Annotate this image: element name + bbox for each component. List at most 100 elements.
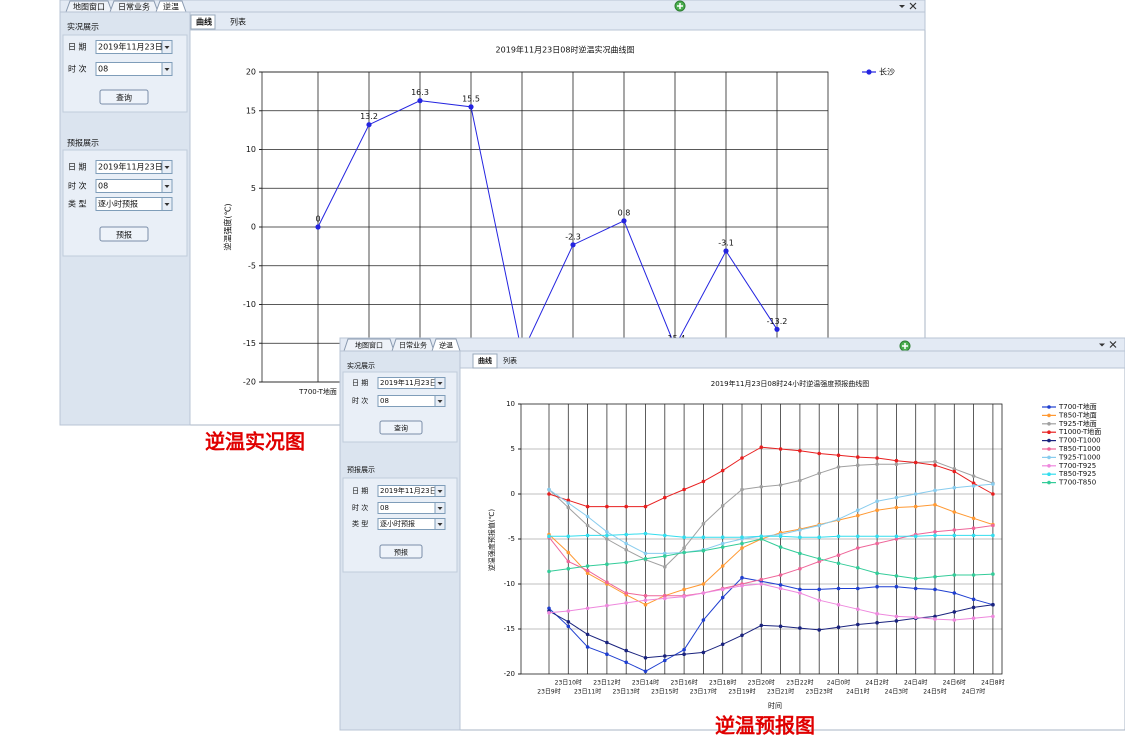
data-point (566, 559, 571, 564)
data-point (778, 573, 783, 577)
data-point (720, 564, 725, 568)
data-point (875, 571, 879, 575)
tab-label: 地图窗口 (355, 341, 383, 350)
data-point (798, 551, 802, 556)
data-point (933, 614, 937, 619)
y-tick-label: -20 (504, 670, 515, 678)
data-point (913, 586, 918, 591)
data-point (624, 548, 628, 552)
data-point (624, 560, 628, 565)
data-point (605, 652, 609, 656)
legend-marker (1047, 464, 1051, 468)
view-tab[interactable]: 曲线 (196, 17, 212, 27)
legend-marker (1047, 438, 1051, 443)
data-point (856, 508, 860, 512)
data-point (605, 537, 609, 541)
data-point (933, 575, 937, 579)
close-icon[interactable] (1109, 341, 1117, 348)
y-tick-label: -10 (504, 580, 515, 588)
data-point (991, 482, 995, 486)
x-tick-label: 23日15时 (651, 688, 678, 696)
data-point (875, 499, 879, 504)
data-point (624, 504, 628, 509)
tab[interactable] (65, 0, 113, 13)
dropdown-arrow (437, 400, 443, 403)
dropdown-arrow (164, 185, 170, 188)
data-point (971, 516, 976, 521)
data-label: -2.3 (565, 232, 581, 241)
caption: 逆温实况图 (205, 430, 305, 454)
data-point (585, 632, 590, 637)
data-point (856, 534, 860, 539)
data-point (971, 533, 976, 538)
legend-label: T925-T1000 (1058, 453, 1101, 461)
data-point (720, 468, 725, 473)
data-point (759, 445, 764, 450)
data-point (798, 535, 802, 539)
y-tick-label: 0 (251, 223, 256, 232)
group-title: 实况展示 (67, 22, 99, 32)
data-point (682, 587, 686, 592)
data-point (701, 479, 706, 484)
y-tick-label: 10 (506, 400, 515, 408)
tab[interactable] (109, 0, 159, 13)
data-point (778, 586, 783, 591)
view-tab-selected (472, 353, 498, 369)
data-point (740, 575, 744, 580)
data-point (566, 550, 571, 555)
data-point (894, 574, 899, 578)
x-tick-label: 24日3时 (885, 688, 908, 696)
data-point (971, 481, 976, 486)
view-tab[interactable]: 曲线 (478, 356, 492, 365)
data-point (682, 546, 686, 550)
data-point (585, 606, 590, 611)
data-point (913, 615, 918, 620)
data-point (740, 541, 744, 546)
y-tick-label: -10 (243, 300, 256, 309)
close-icon[interactable] (909, 2, 917, 10)
series-line (548, 577, 994, 672)
data-point (759, 534, 764, 539)
y-tick-label: 5 (511, 445, 515, 453)
data-point (971, 616, 976, 620)
caption: 逆温预报图 (715, 714, 815, 738)
data-point (566, 566, 571, 571)
view-tab[interactable]: 列表 (503, 356, 517, 365)
data-point (991, 572, 995, 576)
data-point (817, 523, 821, 528)
button[interactable] (379, 420, 423, 435)
menu-arrow[interactable] (1099, 343, 1105, 347)
plot-frame (520, 403, 1003, 675)
data-point (701, 591, 706, 595)
menu-arrow[interactable] (899, 5, 905, 8)
data-point (798, 626, 802, 630)
data-point (605, 504, 609, 509)
data-point (720, 642, 725, 647)
data-point (663, 495, 667, 500)
x-tick-label: T700-T地面 (298, 387, 337, 396)
data-point (952, 469, 957, 474)
data-point (605, 562, 609, 566)
tab[interactable] (431, 338, 461, 352)
data-point (720, 595, 725, 600)
data-point (856, 546, 860, 550)
data-point (836, 453, 841, 458)
x-axis-label: 时间 (768, 701, 782, 710)
data-point (817, 451, 821, 456)
tab[interactable] (391, 338, 435, 352)
series-line (317, 100, 778, 355)
data-point (643, 602, 648, 607)
field-value: 2019年11月23日 (98, 42, 163, 52)
data-point (547, 606, 551, 611)
data-point (585, 533, 590, 538)
tab[interactable] (155, 0, 187, 13)
button[interactable] (379, 544, 423, 559)
button[interactable] (99, 89, 149, 105)
data-point (624, 591, 628, 595)
x-tick-label: 23日21时 (767, 688, 794, 696)
data-point (720, 541, 725, 546)
tab[interactable] (343, 338, 395, 352)
view-tab[interactable]: 列表 (230, 17, 246, 27)
button[interactable] (99, 226, 149, 242)
